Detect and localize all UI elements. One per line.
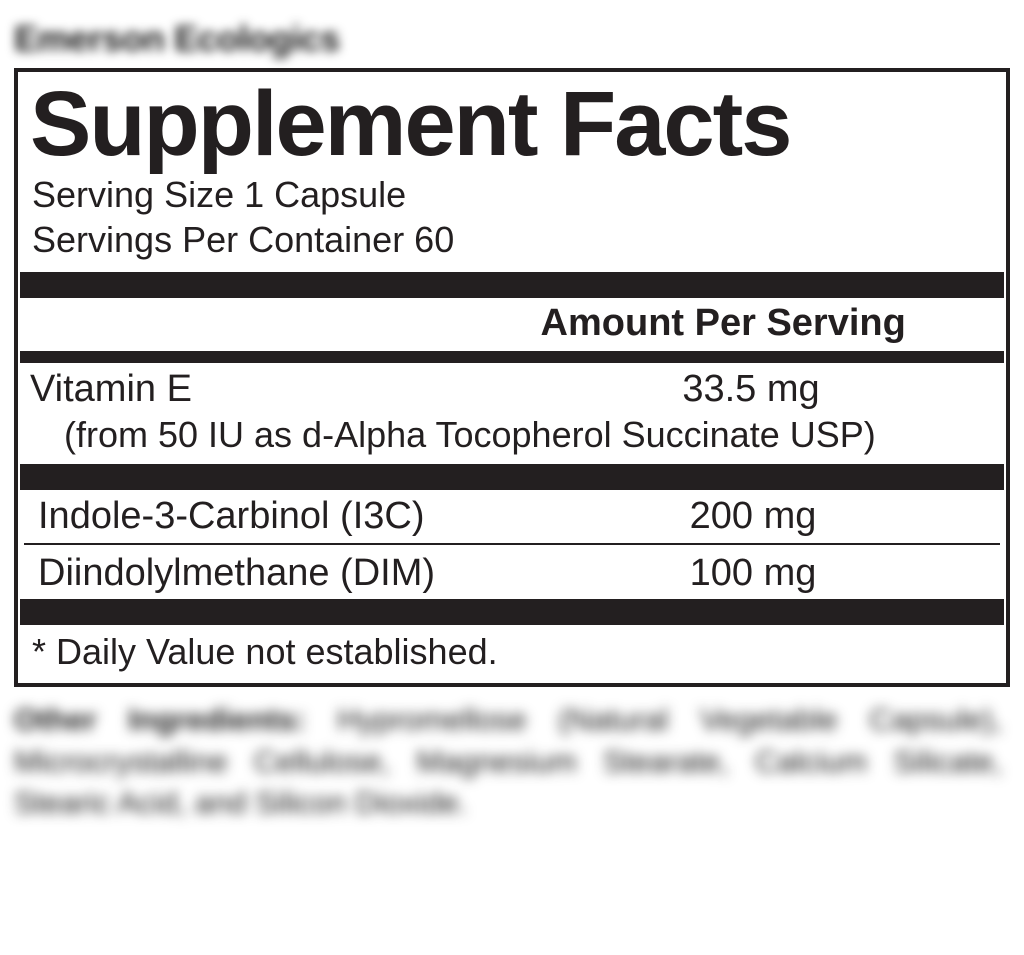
- other-ingredients-label: Other Ingredients:: [14, 702, 306, 737]
- supplement-facts-panel: Supplement Facts Serving Size 1 Capsule …: [14, 68, 1010, 687]
- divider-thick: [20, 464, 1004, 490]
- ingredient-row: Diindolylmethane (DIM) 100 mg: [18, 547, 1006, 599]
- amount-per-serving-header: Amount Per Serving: [454, 302, 992, 345]
- divider-thin: [24, 543, 1000, 545]
- ingredient-row: Vitamin E 33.5 mg: [18, 363, 1006, 415]
- serving-info: Serving Size 1 Capsule Servings Per Cont…: [18, 172, 1006, 272]
- divider-thick: [20, 272, 1004, 298]
- ingredient-amount: 200 mg: [514, 494, 992, 540]
- ingredient-name: Vitamin E: [28, 367, 510, 413]
- divider-thick: [20, 599, 1004, 625]
- other-ingredients: Other Ingredients: Hypromellose (Natural…: [14, 699, 1010, 825]
- ingredient-name: Indole-3-Carbinol (I3C): [36, 494, 514, 540]
- brand-name: Emerson Ecologics: [14, 18, 1010, 60]
- header-spacer: [32, 302, 454, 345]
- servings-per-container: Servings Per Container 60: [32, 217, 992, 262]
- ingredient-amount: 100 mg: [514, 551, 992, 597]
- serving-size: Serving Size 1 Capsule: [32, 172, 992, 217]
- column-header-row: Amount Per Serving: [18, 298, 1006, 351]
- divider-medium: [20, 351, 1004, 363]
- ingredient-note: (from 50 IU as d-Alpha Tocopherol Succin…: [18, 414, 1006, 463]
- daily-value-note: * Daily Value not established.: [18, 625, 1006, 683]
- panel-title: Supplement Facts: [18, 72, 1006, 172]
- ingredient-name: Diindolylmethane (DIM): [36, 551, 514, 597]
- ingredient-row: Indole-3-Carbinol (I3C) 200 mg: [18, 490, 1006, 542]
- ingredient-amount: 33.5 mg: [510, 367, 992, 413]
